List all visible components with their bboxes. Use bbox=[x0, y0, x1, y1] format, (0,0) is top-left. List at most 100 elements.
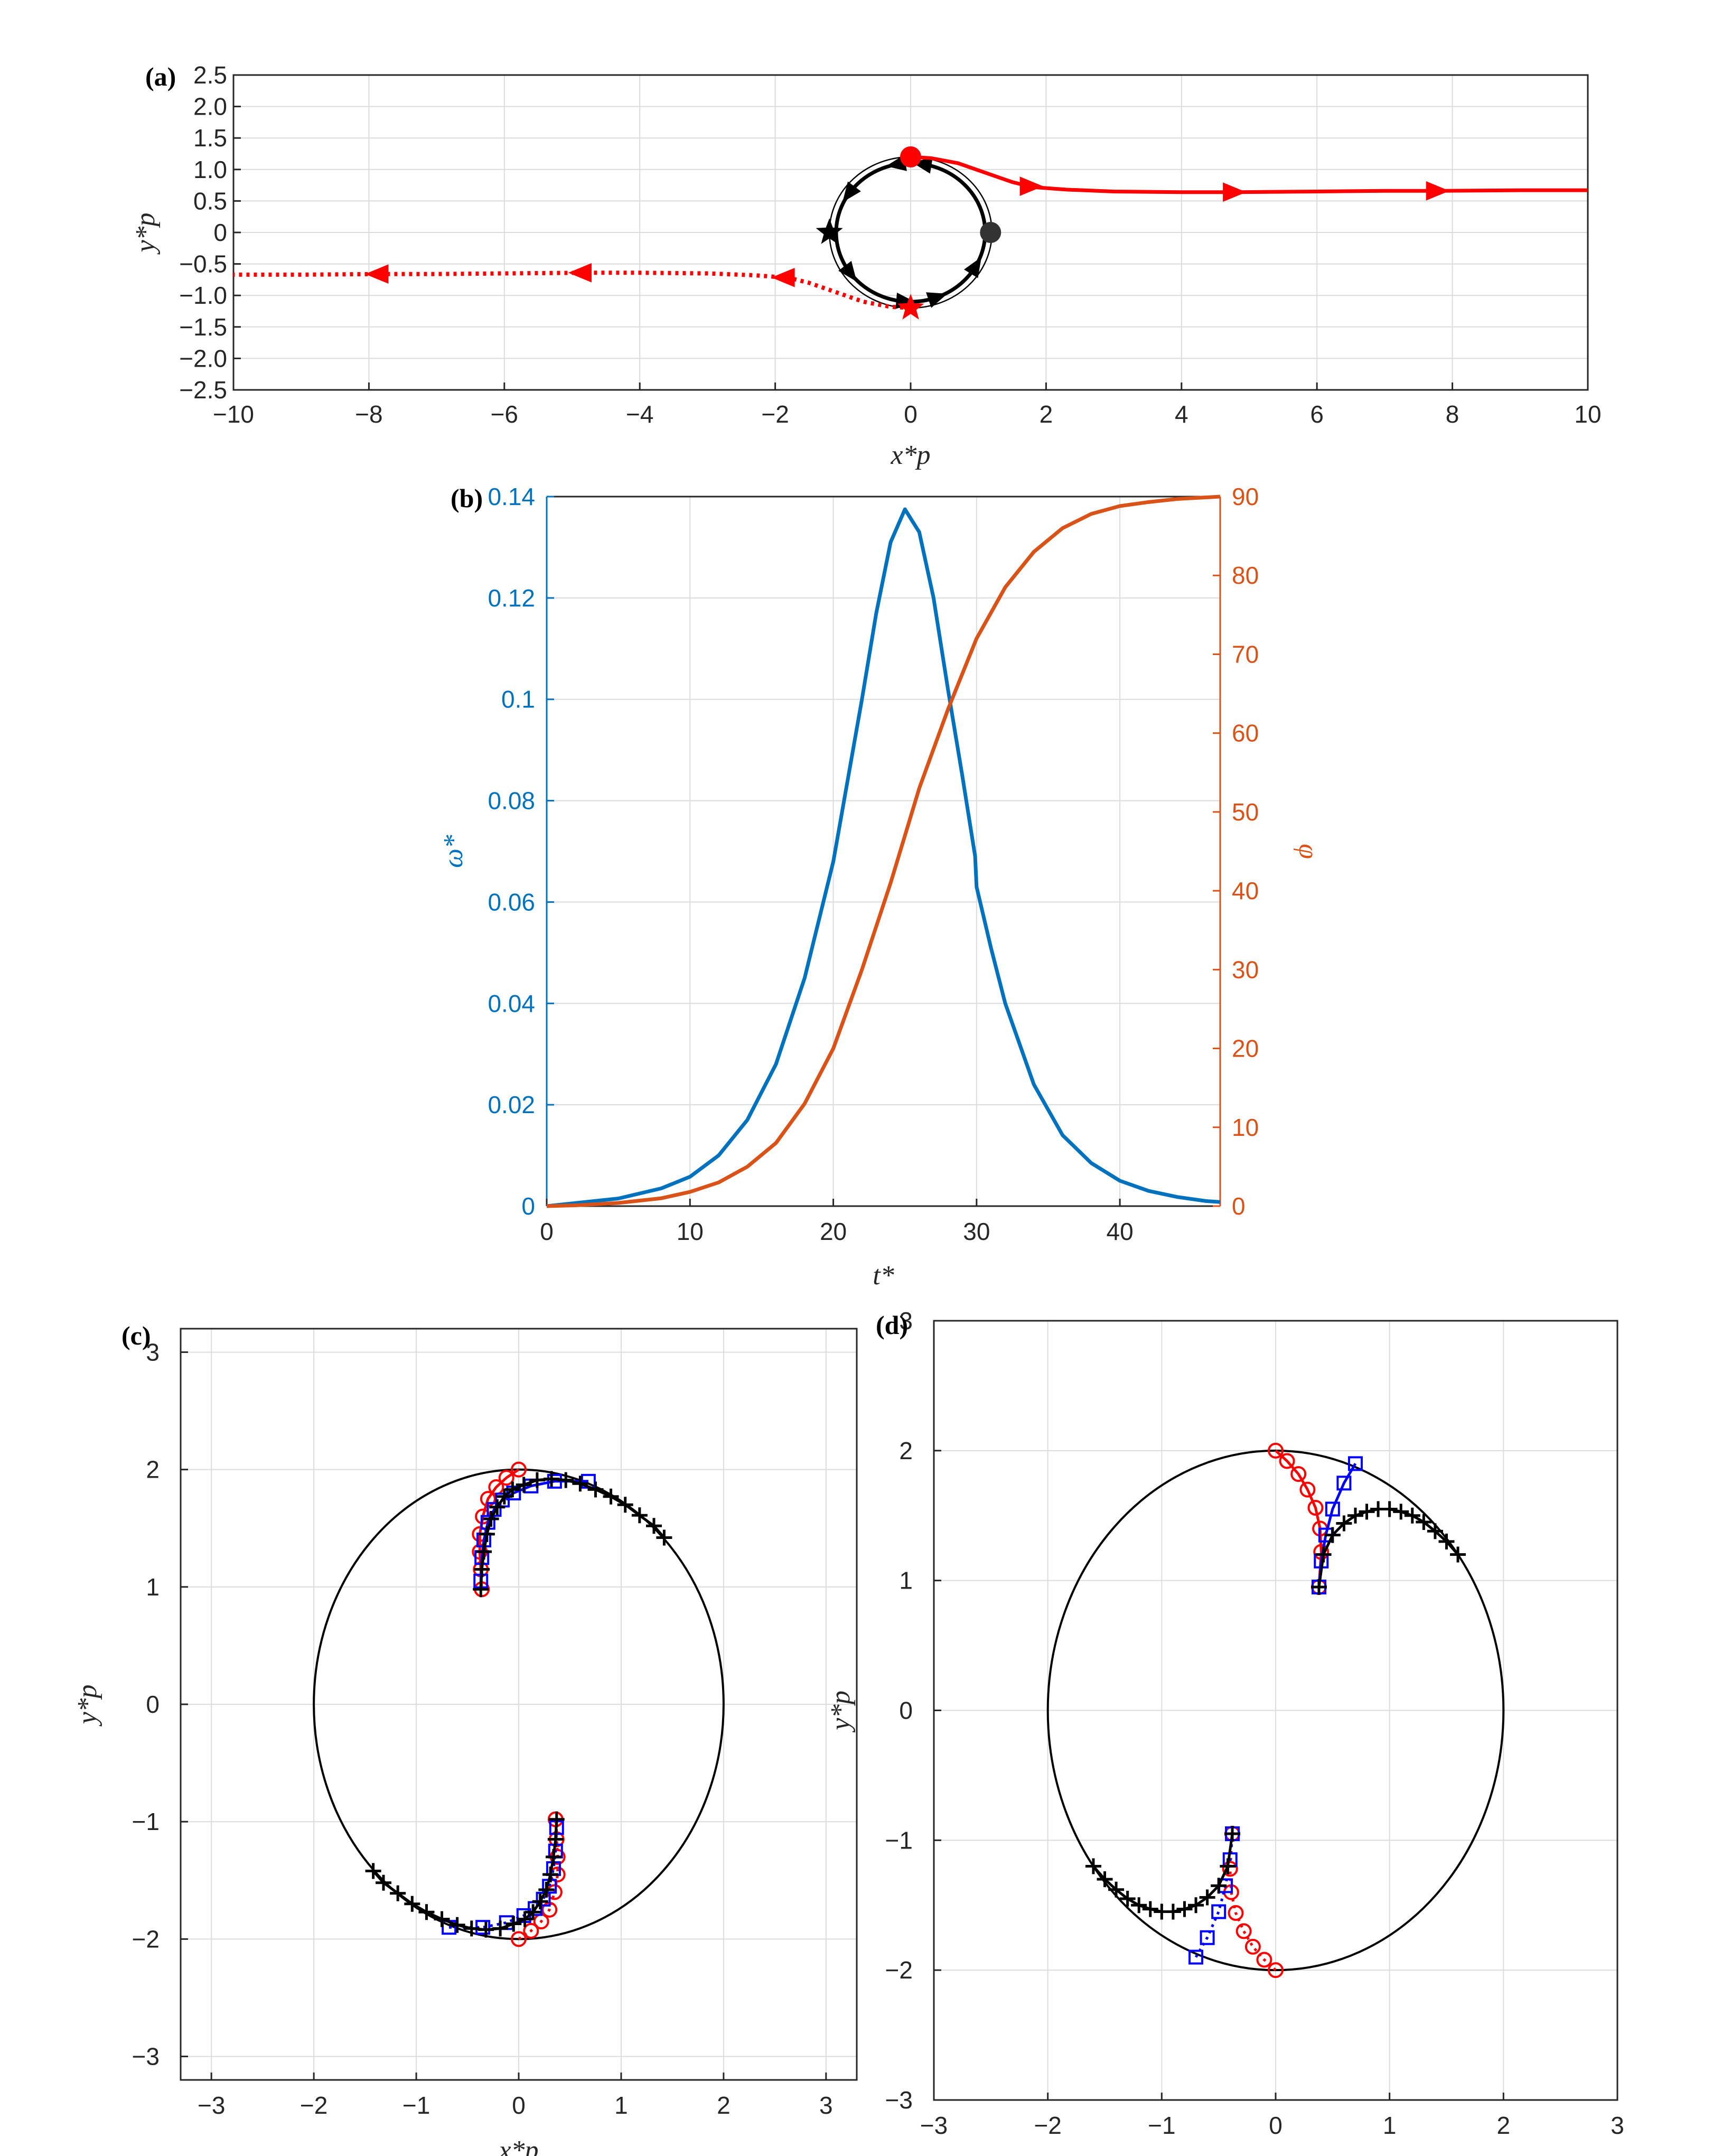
c-black-plus-point bbox=[483, 1510, 499, 1527]
a-upper-trajectory-line bbox=[910, 155, 1588, 194]
c-black-plus-lower-point bbox=[545, 1849, 561, 1865]
a-marker-orbit-start bbox=[980, 222, 1001, 243]
a-xtick-label: 0 bbox=[904, 400, 918, 428]
a-marker-orbit-end bbox=[816, 218, 843, 244]
d-black-plus-point bbox=[1404, 1507, 1420, 1524]
a-xtick-label: 10 bbox=[1574, 400, 1601, 428]
c-black-plus-lower-point bbox=[547, 1831, 564, 1847]
d-ytick-label: −1 bbox=[885, 1826, 913, 1854]
a-trajectory-arrow bbox=[1223, 182, 1247, 202]
d-blue-squares-point bbox=[1347, 1456, 1363, 1471]
c-ytick-label: 0 bbox=[146, 1691, 160, 1718]
c-xtick-label: −3 bbox=[198, 2092, 225, 2119]
c-black-plus-point bbox=[544, 1471, 560, 1487]
d-red-circles-lower-line bbox=[1229, 1833, 1277, 1972]
b-xtick-label: 0 bbox=[540, 1218, 554, 1245]
a-orbit-arrow bbox=[842, 181, 861, 202]
c-ytick-label: 1 bbox=[146, 1573, 160, 1601]
b-ytick-right-label: 10 bbox=[1232, 1114, 1259, 1141]
b-ytick-left-label: 0 bbox=[521, 1192, 535, 1220]
a-xtick-label: −10 bbox=[213, 400, 254, 428]
b-ytick-left-label: 0.1 bbox=[501, 686, 535, 713]
c-red-circles-point bbox=[511, 1461, 527, 1478]
c-ylabel: y*p bbox=[72, 1684, 102, 1726]
c-black-plus-point bbox=[572, 1476, 588, 1492]
d-black-plus-point bbox=[1336, 1515, 1352, 1532]
b-ytick-right-label: 80 bbox=[1232, 562, 1259, 589]
d-red-circles-point bbox=[1299, 1481, 1316, 1498]
c-black-plus-point bbox=[474, 1561, 490, 1578]
a-ytick-label: 0.5 bbox=[193, 187, 227, 214]
a-ytick-label: −1.5 bbox=[179, 313, 227, 341]
c-black-plus-point bbox=[489, 1499, 506, 1515]
c-xtick-label: 1 bbox=[614, 2092, 628, 2119]
d-red-circles-lower-point bbox=[1228, 1905, 1244, 1921]
d-black-plus-lower-point bbox=[1211, 1878, 1227, 1894]
d-red-circles-point bbox=[1290, 1466, 1307, 1482]
c-xtick-label: 2 bbox=[717, 2092, 731, 2119]
d-black-plus-lower-point bbox=[1199, 1889, 1215, 1906]
a-orbit-arrow bbox=[963, 257, 982, 278]
d-black-plus-point bbox=[1393, 1504, 1409, 1520]
d-blue-squares-point bbox=[1336, 1476, 1352, 1491]
d-black-plus-lower-point bbox=[1188, 1897, 1204, 1914]
c-black-plus-lower-point bbox=[478, 1921, 494, 1938]
b-ytick-right-label: 60 bbox=[1232, 720, 1259, 747]
c-black-plus-lower-point bbox=[404, 1896, 420, 1912]
c-black-plus-lower-point bbox=[542, 1866, 559, 1883]
c-black-plus-lower-point bbox=[538, 1882, 555, 1898]
a-lower-trajectory-line bbox=[233, 270, 911, 310]
d-black-plus-lower-point bbox=[1220, 1858, 1236, 1874]
d-xtick-label: 1 bbox=[1383, 2112, 1397, 2139]
c-black-plus-point bbox=[504, 1481, 521, 1498]
a-trajectory-arrow bbox=[1019, 176, 1044, 196]
d-black-plus-point bbox=[1450, 1546, 1466, 1563]
c-xtick-label: 3 bbox=[819, 2092, 833, 2119]
d-blue-squares-lower-point bbox=[1188, 1949, 1204, 1965]
b-ytick-right-label: 0 bbox=[1232, 1192, 1246, 1220]
d-ytick-label: 1 bbox=[899, 1567, 913, 1594]
b-ytick-left-label: 0.04 bbox=[488, 990, 535, 1017]
d-black-plus-point bbox=[1370, 1501, 1387, 1517]
c-xlabel: x*p bbox=[498, 2135, 538, 2156]
c-black-plus-lower-point bbox=[506, 1916, 522, 1932]
b-ytick-right-label: 20 bbox=[1232, 1035, 1259, 1062]
c-ytick-label: −1 bbox=[132, 1808, 160, 1835]
c-black-plus-point bbox=[631, 1507, 648, 1524]
d-black-plus-point bbox=[1359, 1504, 1375, 1520]
d-xtick-label: −2 bbox=[1034, 2112, 1061, 2139]
a-marker-start-upper bbox=[900, 146, 921, 167]
a-xtick-label: 2 bbox=[1040, 400, 1053, 428]
c-black-plus-point bbox=[646, 1518, 662, 1534]
a-ytick-label: 1.5 bbox=[193, 124, 227, 152]
d-black-plus-lower-point bbox=[1224, 1826, 1241, 1842]
d-black-plus-lower-point bbox=[1108, 1881, 1125, 1898]
b-ytick-left-label: 0.06 bbox=[488, 888, 535, 916]
d-blue-squares-lower-line bbox=[1194, 1833, 1234, 1958]
b-omega-line bbox=[546, 507, 1221, 1208]
c-black-plus-lower-point bbox=[434, 1911, 450, 1927]
d-black-plus-point bbox=[1315, 1546, 1332, 1563]
b-xtick-label: 30 bbox=[963, 1218, 990, 1245]
a-ytick-label: 2.0 bbox=[193, 93, 227, 120]
d-black-plus-lower-point bbox=[1176, 1901, 1193, 1917]
b-xtick-label: 20 bbox=[820, 1218, 847, 1245]
a-ytick-label: −2.5 bbox=[179, 376, 227, 404]
d-black-plus-lower-point bbox=[1119, 1890, 1136, 1907]
a-ytick-label: −2.0 bbox=[179, 344, 227, 372]
d-black-plus-lower-line bbox=[1092, 1833, 1234, 1913]
c-black-plus-lower-point bbox=[365, 1863, 381, 1879]
b-ytick-right-label: 50 bbox=[1232, 798, 1259, 826]
c-panel-label: (c) bbox=[121, 1321, 151, 1350]
d-red-circles-lower-point bbox=[1268, 1962, 1284, 1978]
a-orbit-arrow bbox=[926, 292, 948, 308]
b-xtick-label: 40 bbox=[1107, 1218, 1134, 1245]
c-xtick-label: −2 bbox=[300, 2092, 327, 2119]
c-red-circles-point bbox=[498, 1470, 514, 1486]
c-black-plus-point bbox=[473, 1581, 489, 1598]
c-black-plus-point bbox=[476, 1544, 492, 1560]
c-black-plus-lower-point bbox=[492, 1920, 509, 1937]
c-black-plus-lower-point bbox=[449, 1917, 465, 1933]
